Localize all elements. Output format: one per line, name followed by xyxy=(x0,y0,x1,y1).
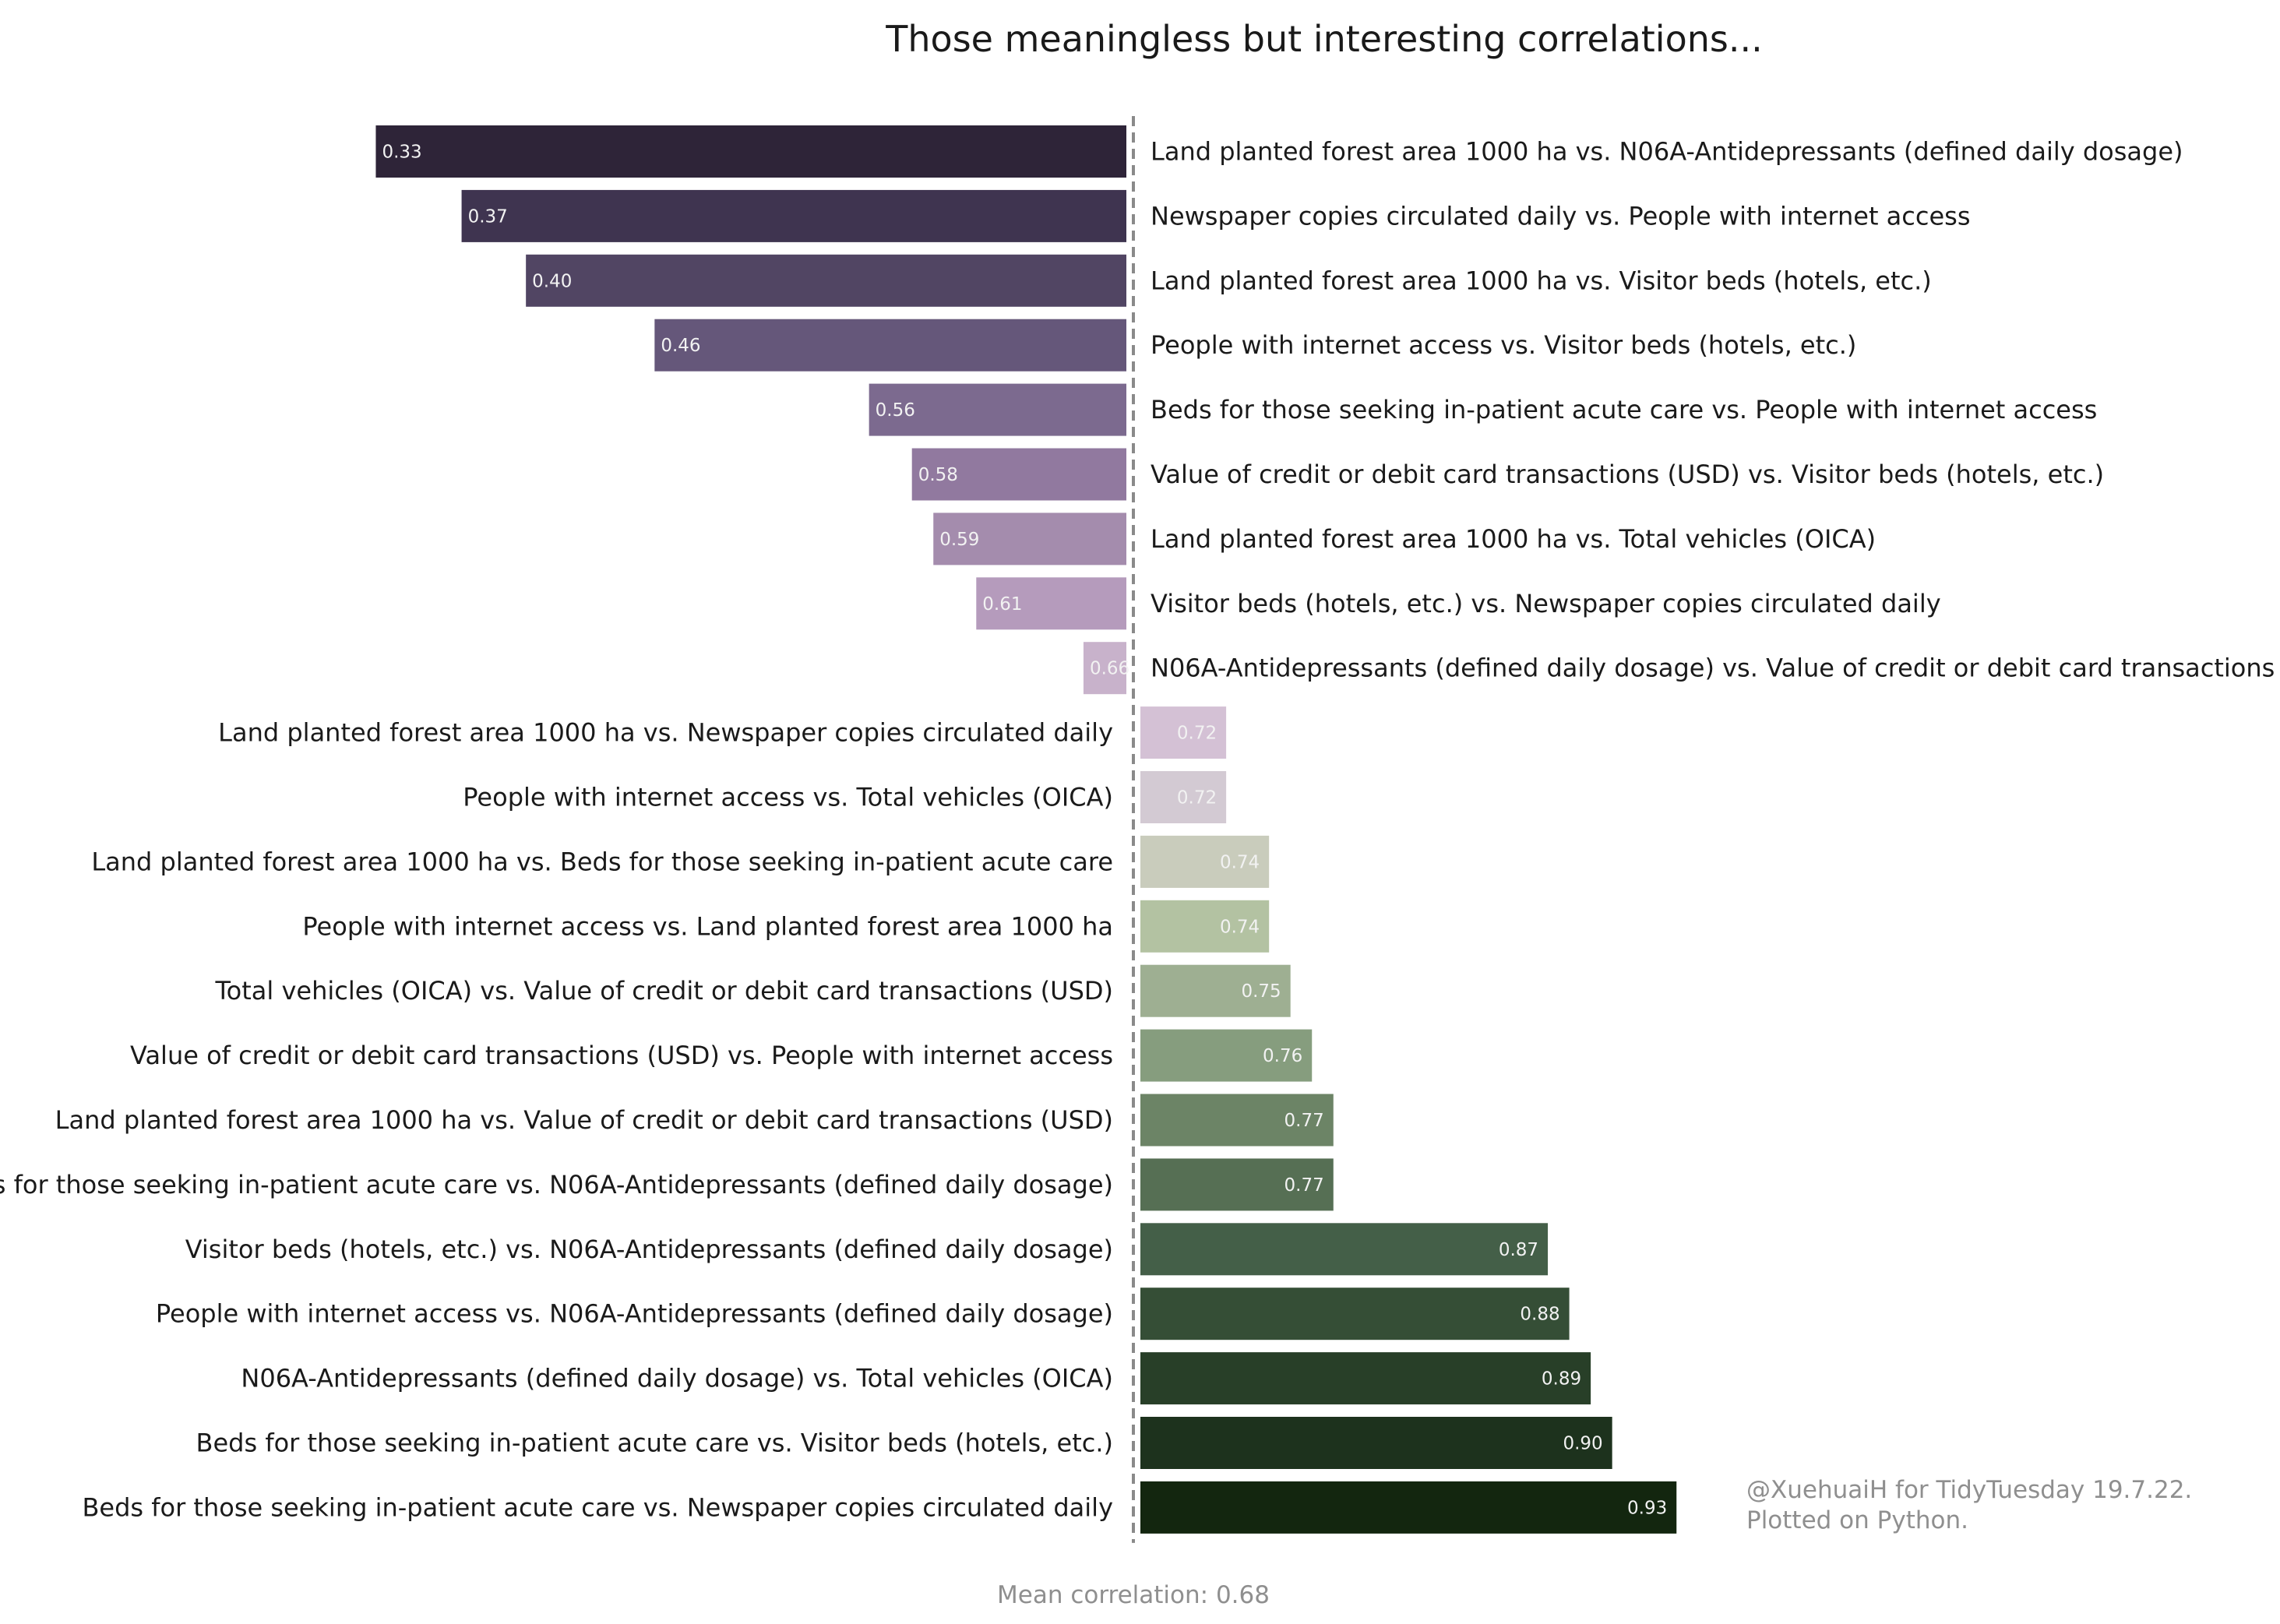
bar xyxy=(375,125,1126,178)
category-label: Total vehicles (OICA) vs. Value of credi… xyxy=(215,976,1113,1006)
category-label: Beds for those seeking in-patient acute … xyxy=(196,1428,1113,1458)
category-label: Beds for those seeking in-patient acute … xyxy=(1151,395,2097,424)
bar xyxy=(976,577,1126,630)
bar-value-label: 0.75 xyxy=(1241,981,1281,1002)
category-label: Value of credit or debit card transactio… xyxy=(1151,460,2104,489)
bar xyxy=(526,254,1126,307)
bar xyxy=(654,319,1126,372)
category-label: Land planted forest area 1000 ha vs. N06… xyxy=(1151,137,2183,167)
bar-value-label: 0.76 xyxy=(1263,1046,1302,1066)
category-label: Beds for those seeking in-patient acute … xyxy=(0,1170,1113,1200)
mean-correlation-label: Mean correlation: 0.68 xyxy=(997,1581,1270,1609)
bar xyxy=(1140,835,1270,888)
bar xyxy=(461,189,1126,242)
bar xyxy=(1140,1223,1549,1276)
category-label: Land planted forest area 1000 ha vs. Tot… xyxy=(1151,524,1876,554)
bar-value-label: 0.77 xyxy=(1284,1111,1324,1131)
category-label: People with internet access vs. Total ve… xyxy=(463,783,1113,812)
category-label: People with internet access vs. N06A-Ant… xyxy=(156,1299,1113,1329)
bar-value-label: 0.56 xyxy=(876,400,915,421)
bar xyxy=(1140,706,1227,759)
bars-group: 0.33 Land planted forest area 1000 ha vs.… xyxy=(0,125,2280,1534)
category-label: Beds for those seeking in-patient acute … xyxy=(82,1492,1113,1522)
bar-value-label: 0.89 xyxy=(1542,1369,1581,1390)
bar-value-label: 0.59 xyxy=(939,530,979,550)
bar-value-label: 0.72 xyxy=(1177,724,1217,744)
bar xyxy=(1140,1094,1334,1147)
chart-title: Those meaningless but interesting correl… xyxy=(885,18,1762,60)
bar xyxy=(1140,1481,1677,1534)
bar-value-label: 0.74 xyxy=(1220,917,1260,937)
category-label: Visitor beds (hotels, etc.) vs. N06A-Ant… xyxy=(185,1235,1113,1264)
category-label: N06A-Antidepressants (defined daily dosa… xyxy=(1151,653,2280,683)
bar-value-label: 0.40 xyxy=(532,271,572,291)
category-label: Newspaper copies circulated daily vs. Pe… xyxy=(1151,201,1970,231)
category-label: People with internet access vs. Land pla… xyxy=(302,911,1113,941)
bar-value-label: 0.93 xyxy=(1627,1498,1667,1518)
bar-value-label: 0.77 xyxy=(1284,1175,1324,1196)
bar-value-label: 0.33 xyxy=(382,143,421,163)
bar xyxy=(1140,1352,1591,1405)
bar-value-label: 0.74 xyxy=(1220,852,1260,872)
category-label: Land planted forest area 1000 ha vs. New… xyxy=(218,718,1113,748)
bar xyxy=(1140,771,1227,823)
bar xyxy=(1140,1288,1570,1340)
bar-value-label: 0.88 xyxy=(1520,1305,1559,1325)
category-label: Land planted forest area 1000 ha vs. Val… xyxy=(55,1105,1113,1135)
credit-line-1: @XuehuaiH for TidyTuesday 19.7.22. xyxy=(1746,1476,2192,1504)
bar xyxy=(933,513,1126,565)
bar-value-label: 0.90 xyxy=(1563,1434,1602,1454)
bar xyxy=(1140,1417,1612,1469)
category-label: Land planted forest area 1000 ha vs. Vis… xyxy=(1151,266,1932,295)
bar-value-label: 0.66 xyxy=(1090,659,1129,679)
bar xyxy=(1140,1158,1334,1211)
category-label: Value of credit or debit card transactio… xyxy=(130,1041,1113,1070)
bar-value-label: 0.46 xyxy=(661,336,700,356)
bar xyxy=(1140,1029,1313,1082)
bar xyxy=(911,448,1126,501)
bar-value-label: 0.72 xyxy=(1177,788,1217,808)
bar-value-label: 0.61 xyxy=(982,594,1022,615)
credit-line-2: Plotted on Python. xyxy=(1746,1506,1968,1534)
bar xyxy=(1083,642,1126,695)
category-label: People with internet access vs. Visitor … xyxy=(1151,330,1856,360)
category-label: N06A-Antidepressants (defined daily dosa… xyxy=(241,1364,1113,1393)
bar xyxy=(869,383,1126,436)
bar xyxy=(1140,964,1291,1017)
category-label: Land planted forest area 1000 ha vs. Bed… xyxy=(91,847,1113,876)
category-label: Visitor beds (hotels, etc.) vs. Newspape… xyxy=(1151,589,1941,618)
bar xyxy=(1140,900,1270,953)
bar-value-label: 0.58 xyxy=(918,465,958,485)
bar-value-label: 0.37 xyxy=(468,206,508,227)
bar-value-label: 0.87 xyxy=(1499,1240,1538,1260)
